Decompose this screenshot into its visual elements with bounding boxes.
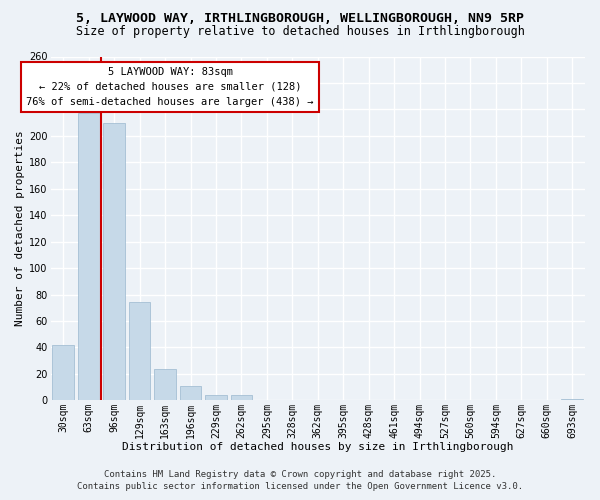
Text: Size of property relative to detached houses in Irthlingborough: Size of property relative to detached ho… <box>76 25 524 38</box>
Y-axis label: Number of detached properties: Number of detached properties <box>15 130 25 326</box>
Bar <box>205 395 227 400</box>
Bar <box>562 399 583 400</box>
Bar <box>129 302 151 400</box>
Bar <box>52 345 74 401</box>
Text: 5 LAYWOOD WAY: 83sqm
← 22% of detached houses are smaller (128)
76% of semi-deta: 5 LAYWOOD WAY: 83sqm ← 22% of detached h… <box>26 67 314 106</box>
Bar <box>180 386 202 400</box>
Bar <box>103 122 125 400</box>
Text: Contains HM Land Registry data © Crown copyright and database right 2025.
Contai: Contains HM Land Registry data © Crown c… <box>77 470 523 491</box>
Text: 5, LAYWOOD WAY, IRTHLINGBOROUGH, WELLINGBOROUGH, NN9 5RP: 5, LAYWOOD WAY, IRTHLINGBOROUGH, WELLING… <box>76 12 524 26</box>
Bar <box>78 114 100 401</box>
Bar <box>230 395 252 400</box>
X-axis label: Distribution of detached houses by size in Irthlingborough: Distribution of detached houses by size … <box>122 442 514 452</box>
Bar <box>154 368 176 400</box>
